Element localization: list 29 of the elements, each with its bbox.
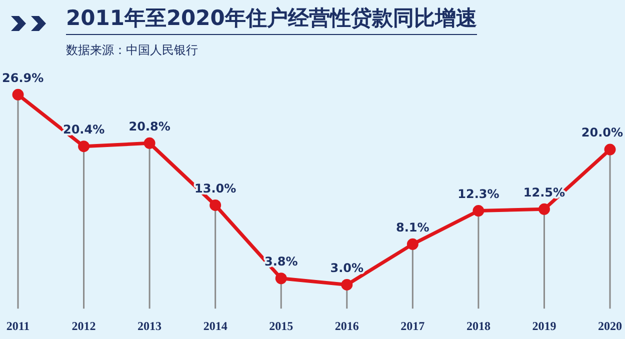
- point: [472, 205, 484, 217]
- data-label: 20.8%: [128, 119, 170, 134]
- point: [406, 238, 418, 250]
- x-tick-label: 2017: [400, 318, 425, 333]
- data-label: 20.0%: [581, 126, 624, 140]
- point: [78, 140, 90, 152]
- point: [538, 203, 550, 215]
- point: [210, 199, 222, 211]
- point: [604, 144, 616, 156]
- chart-title: 2011年至2020年住户经营性贷款同比增速: [66, 4, 477, 35]
- x-tick-label: 2015: [269, 318, 294, 333]
- x-tick-label: 2013: [138, 318, 162, 333]
- data-label: 8.1%: [396, 220, 430, 234]
- point: [275, 272, 287, 284]
- x-tick-label: 2011: [6, 318, 30, 333]
- x-tick-label: 2018: [466, 318, 490, 333]
- point: [144, 137, 156, 149]
- data-label: 3.0%: [330, 260, 364, 275]
- x-tick-label: 2014: [203, 318, 228, 333]
- source-note: 数据来源：中国人民银行: [66, 42, 198, 59]
- data-label: 26.9%: [2, 70, 44, 85]
- x-tick-label: 2016: [334, 318, 359, 333]
- x-tick-label: 2019: [532, 318, 556, 333]
- data-label: 12.3%: [458, 186, 500, 201]
- data-label: 20.4%: [62, 122, 105, 136]
- point: [12, 88, 24, 100]
- x-tick-label: 2012: [72, 318, 96, 333]
- point: [341, 278, 353, 290]
- x-tick-label: 2020: [598, 318, 622, 333]
